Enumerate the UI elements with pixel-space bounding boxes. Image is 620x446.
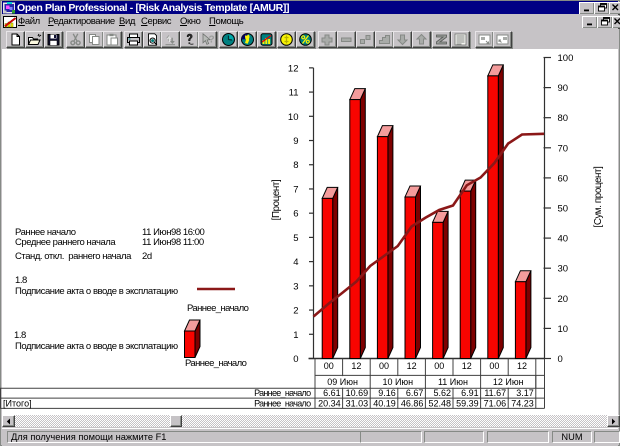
svg-text:00: 00 <box>434 361 444 371</box>
svg-text:5.62: 5.62 <box>433 388 451 398</box>
svg-text:46.86: 46.86 <box>401 398 424 408</box>
svg-text:90: 90 <box>558 83 569 94</box>
svg-text:10 Июн: 10 Июн <box>382 377 413 387</box>
svg-text:71.06: 71.06 <box>484 398 507 408</box>
svg-text:0: 0 <box>293 354 298 365</box>
svg-text:3.17: 3.17 <box>516 388 534 398</box>
svg-text:70: 70 <box>558 143 569 154</box>
svg-text:10: 10 <box>558 324 569 335</box>
svg-text:6: 6 <box>293 209 298 220</box>
svg-text:2: 2 <box>293 306 298 317</box>
svg-text:74.23: 74.23 <box>511 398 534 408</box>
svg-text:[Сум. процент]: [Сум. процент] <box>593 166 604 228</box>
svg-text:6.61: 6.61 <box>323 388 341 398</box>
svg-text:3: 3 <box>293 281 298 292</box>
svg-text:31.03: 31.03 <box>346 398 369 408</box>
svg-text:Раннее_начало: Раннее_начало <box>254 398 311 408</box>
svg-text:11.67: 11.67 <box>484 388 506 398</box>
svg-text:11: 11 <box>289 88 299 99</box>
svg-text:[Итого]: [Итого] <box>3 398 32 408</box>
svg-text:80: 80 <box>558 113 569 124</box>
svg-text:09 Июн: 09 Июн <box>327 377 358 387</box>
svg-text:12: 12 <box>351 361 361 371</box>
svg-text:12: 12 <box>517 361 527 371</box>
svg-text:12 Июн: 12 Июн <box>493 377 524 387</box>
svg-text:7: 7 <box>293 184 298 195</box>
svg-text:1: 1 <box>293 330 298 341</box>
svg-text:9: 9 <box>293 136 298 147</box>
svg-text:5: 5 <box>293 233 298 244</box>
svg-text:50: 50 <box>558 204 569 215</box>
svg-text:[Процент]: [Процент] <box>271 179 282 220</box>
svg-text:8: 8 <box>293 160 298 171</box>
svg-text:20.34: 20.34 <box>318 398 341 408</box>
svg-text:6.67: 6.67 <box>406 388 424 398</box>
svg-text:100: 100 <box>558 53 574 64</box>
svg-text:59.39: 59.39 <box>456 398 479 408</box>
svg-text:12: 12 <box>462 361 472 371</box>
svg-text:40: 40 <box>558 234 569 245</box>
svg-text:Раннее_начало: Раннее_начало <box>254 388 311 398</box>
svg-text:52.48: 52.48 <box>428 398 451 408</box>
svg-text:4: 4 <box>293 257 298 268</box>
svg-text:60: 60 <box>558 173 569 184</box>
svg-text:20: 20 <box>558 294 569 305</box>
svg-text:11 Июн: 11 Июн <box>438 377 468 387</box>
svg-text:00: 00 <box>379 361 389 371</box>
svg-text:10: 10 <box>288 112 299 123</box>
svg-text:?: ? <box>208 35 214 46</box>
svg-text:12: 12 <box>288 63 299 74</box>
svg-text:0: 0 <box>558 354 563 365</box>
svg-text:00: 00 <box>489 361 499 371</box>
svg-text:9.16: 9.16 <box>378 388 396 398</box>
svg-text:10.69: 10.69 <box>346 388 369 398</box>
svg-text:6.91: 6.91 <box>461 388 479 398</box>
svg-text:12: 12 <box>407 361 417 371</box>
svg-text:00: 00 <box>324 361 334 371</box>
svg-text:40.19: 40.19 <box>373 398 396 408</box>
svg-text:30: 30 <box>558 264 569 275</box>
